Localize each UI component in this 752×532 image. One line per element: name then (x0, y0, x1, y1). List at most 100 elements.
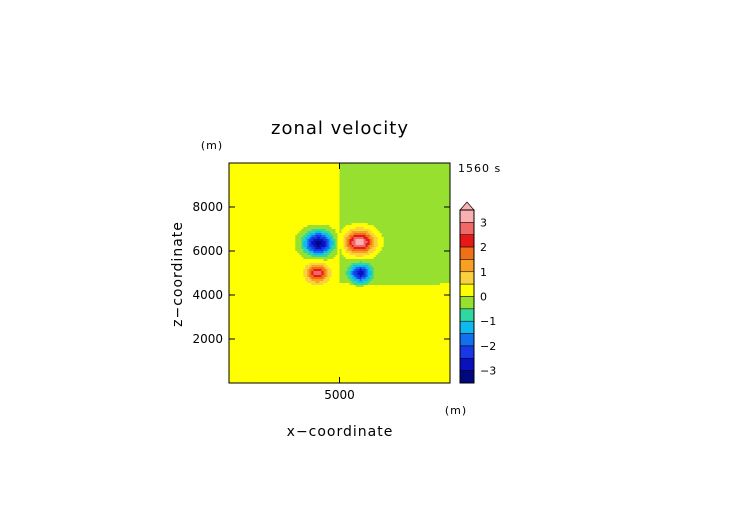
heatmap-cell (285, 307, 288, 310)
heatmap-cell (245, 363, 248, 366)
heatmap-cell (317, 211, 320, 214)
heatmap-cell (275, 285, 278, 288)
heatmap-cell (273, 309, 276, 312)
heatmap-cell (317, 269, 320, 272)
heatmap-cell (269, 321, 272, 324)
heatmap-cell (297, 285, 300, 288)
heatmap-cell (249, 185, 252, 188)
heatmap-cell (293, 197, 296, 200)
heatmap-cell (251, 341, 254, 344)
heatmap-cell (247, 309, 250, 312)
heatmap-cell (263, 291, 266, 294)
heatmap-cell (241, 249, 244, 252)
heatmap-cell (233, 181, 236, 184)
heatmap-cell (277, 173, 280, 176)
heatmap-cell (251, 233, 254, 236)
heatmap-cell (293, 185, 296, 188)
heatmap-cell (307, 239, 310, 242)
heatmap-cell (311, 215, 314, 218)
heatmap-cell (311, 237, 314, 240)
heatmap-cell (237, 365, 240, 368)
heatmap-cell (237, 371, 240, 374)
heatmap-cell (235, 219, 238, 222)
heatmap-cell (273, 175, 276, 178)
heatmap-cell (257, 347, 260, 350)
heatmap-cell (229, 297, 232, 300)
heatmap-cell (271, 203, 274, 206)
heatmap-cell (313, 215, 316, 218)
heatmap-cell (311, 343, 314, 346)
heatmap-cell (257, 165, 260, 168)
heatmap-cell (319, 227, 322, 230)
heatmap-cell (243, 315, 246, 318)
heatmap-cell (239, 275, 242, 278)
heatmap-cell (293, 271, 296, 274)
heatmap-cell (305, 343, 308, 346)
heatmap-cell (281, 215, 284, 218)
heatmap-cell (293, 221, 296, 224)
heatmap-cell (229, 281, 232, 284)
heatmap-cell (285, 343, 288, 346)
heatmap-cell (273, 177, 276, 180)
heatmap-cell (313, 333, 316, 336)
heatmap-cell (247, 313, 250, 316)
heatmap-cell (291, 329, 294, 332)
heatmap-cell (241, 369, 244, 372)
heatmap-cell (293, 315, 296, 318)
heatmap-cell (301, 353, 304, 356)
heatmap-cell (291, 271, 294, 274)
heatmap-cell (281, 293, 284, 296)
heatmap-cell (259, 319, 262, 322)
heatmap-cell (249, 337, 252, 340)
heatmap-cell (287, 359, 290, 362)
heatmap-cell (245, 195, 248, 198)
heatmap-cell (279, 185, 282, 188)
heatmap-cell (239, 243, 242, 246)
heatmap-cell (293, 343, 296, 346)
heatmap-cell (263, 343, 266, 346)
heatmap-cell (293, 349, 296, 352)
heatmap-cell (253, 273, 256, 276)
heatmap-cell (281, 317, 284, 320)
heatmap-cell (271, 171, 274, 174)
heatmap-cell (287, 227, 290, 230)
heatmap-cell (279, 339, 282, 342)
heatmap-cell (241, 263, 244, 266)
heatmap-cell (293, 375, 296, 378)
heatmap-cell (315, 313, 318, 316)
heatmap-cell (243, 363, 246, 366)
heatmap-cell (261, 223, 264, 226)
heatmap-cell (307, 377, 310, 380)
heatmap-cell (315, 275, 318, 278)
heatmap-cell (297, 193, 300, 196)
heatmap-cell (251, 285, 254, 288)
heatmap-cell (317, 291, 320, 294)
heatmap-cell (243, 197, 246, 200)
heatmap-cell (263, 361, 266, 364)
heatmap-cell (303, 205, 306, 208)
heatmap-cell (247, 239, 250, 242)
heatmap-cell (267, 181, 270, 184)
heatmap-cell (269, 221, 272, 224)
heatmap-cell (249, 303, 252, 306)
heatmap-cell (247, 317, 250, 320)
heatmap-cell (267, 357, 270, 360)
heatmap-cell (309, 233, 312, 236)
heatmap-cell (273, 375, 276, 378)
heatmap-cell (247, 289, 250, 292)
heatmap-cell (311, 239, 314, 242)
heatmap-cell (285, 301, 288, 304)
heatmap-cell (283, 349, 286, 352)
heatmap-cell (307, 293, 310, 296)
heatmap-cell (271, 237, 274, 240)
heatmap-cell (239, 237, 242, 240)
heatmap-cell (229, 379, 232, 382)
heatmap-cell (269, 283, 272, 286)
heatmap-cell (237, 193, 240, 196)
heatmap-cell (247, 237, 250, 240)
heatmap-cell (253, 303, 256, 306)
heatmap-cell (241, 339, 244, 342)
heatmap-cell (243, 173, 246, 176)
heatmap-cell (283, 165, 286, 168)
heatmap-cell (267, 321, 270, 324)
